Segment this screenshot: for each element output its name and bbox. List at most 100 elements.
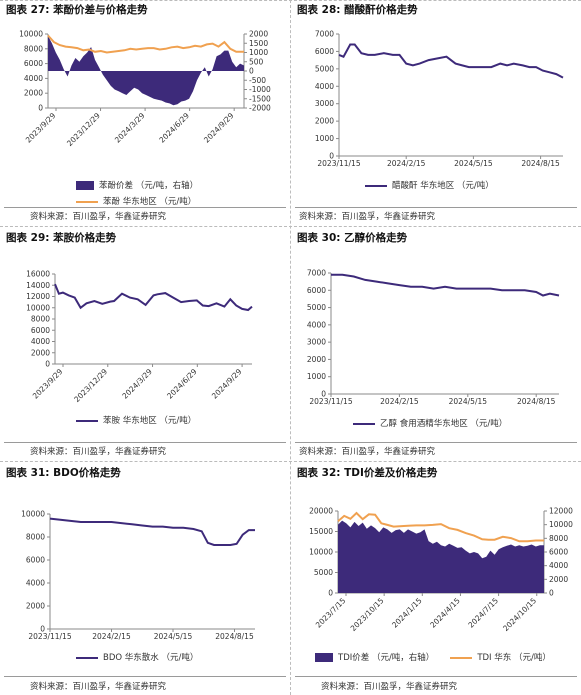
y-tick-label: 0	[328, 589, 333, 598]
source-note: 资料来源：百川盈孚，华鑫证券研究	[30, 682, 167, 692]
x-tick-label: 2023/11/15	[317, 159, 360, 168]
y-tick-label: 0	[45, 360, 50, 369]
y-tick-label: 1000	[315, 134, 334, 143]
y-tick-label: 8000	[31, 315, 50, 324]
y2-tick-label: -1500	[249, 94, 271, 103]
y2-tick-label: 12000	[549, 507, 573, 516]
legend-label: TDI价差 （元/吨，右轴）	[338, 653, 435, 663]
y2-tick-label: -500	[249, 76, 266, 85]
chart-title: 图表 29: 苯胺价格走势	[6, 232, 117, 244]
chart-panel-acetic-anhydride: 图表 28: 醋酸酐价格走势 0 1000 2000 3000 4000 5000 6000…	[291, 0, 581, 226]
x-tick-label: 2024/5/15	[449, 397, 488, 406]
chart-panel-tdi: 图表 32: TDI价差及价格走势 0 5000 10000 15000 20000 0 2…	[291, 463, 581, 695]
y-tick-label: 8000	[26, 533, 45, 542]
grid-separator-row1	[0, 226, 581, 227]
y-tick-label: 4000	[26, 579, 45, 588]
legend-label: TDI 华东 （元/吨）	[477, 653, 551, 663]
y2-tick-label: 6000	[549, 548, 568, 557]
x-tick-label: 2024/6/29	[165, 367, 199, 401]
legend-swatch-line	[353, 422, 375, 425]
x-tick-label: 2023/10/15	[349, 596, 386, 633]
y2-tick-label: 1000	[249, 48, 268, 57]
chart-title: 图表 32: TDI价差及价格走势	[297, 467, 438, 479]
y-tick-label: 7000	[307, 269, 326, 278]
x-tick-label: 2024/3/29	[113, 111, 147, 145]
y-tick-label: 16000	[26, 270, 50, 279]
source-note: 资料来源：百川盈孚，华鑫证券研究	[30, 447, 167, 457]
source-divider	[4, 676, 286, 677]
source-divider	[295, 207, 577, 208]
y2-tick-label: 1500	[249, 39, 268, 48]
y2-tick-label: 10000	[549, 520, 573, 529]
y2-tick-label: 8000	[549, 534, 568, 543]
y2-tick-label: 0	[249, 67, 254, 76]
chart-legend: 苯胺 华东地区 （元/吨）	[76, 414, 196, 426]
y-tick-label: 1000	[307, 372, 326, 381]
y2-tick-label: -2000	[249, 104, 271, 113]
source-divider	[295, 442, 577, 443]
y-tick-label: 2000	[315, 117, 334, 126]
series-area	[48, 35, 244, 106]
source-divider	[4, 207, 286, 208]
y-tick-label: 10000	[19, 30, 43, 39]
y-tick-label: 8000	[24, 44, 43, 53]
y-tick-label: 5000	[315, 64, 334, 73]
source-note: 资料来源：百川盈孚，华鑫证券研究	[299, 447, 436, 457]
y-tick-label: 6000	[315, 47, 334, 56]
legend-swatch-area	[315, 653, 333, 662]
legend-swatch-line	[76, 419, 98, 422]
legend-label: BDO 华东散水 （元/吨）	[103, 653, 199, 663]
y-tick-label: 2000	[26, 602, 45, 611]
y-tick-label: 6000	[307, 286, 326, 295]
y-tick-label: 7000	[315, 30, 334, 39]
chart-title: 图表 30: 乙醇价格走势	[297, 232, 408, 244]
y-tick-label: 10000	[309, 548, 333, 557]
x-tick-label: 2024/9/29	[210, 367, 244, 401]
x-tick-label: 2024/5/15	[454, 159, 493, 168]
chart-title: 图表 31: BDO价格走势	[6, 467, 121, 479]
chart-plot-bdo: 0 2000 4000 6000 8000 10000 2023/11/15 2024/2/1…	[21, 510, 255, 641]
x-tick-label: 2024/8/15	[215, 632, 254, 641]
source-divider	[4, 442, 286, 443]
x-tick-label: 2024/3/29	[120, 367, 154, 401]
chart-title: 图表 28: 醋酸酐价格走势	[297, 4, 418, 16]
y2-tick-label: 2000	[549, 575, 568, 584]
y-tick-label: 3000	[315, 99, 334, 108]
legend-swatch-line	[450, 656, 473, 659]
chart-legend: 乙醇 食用酒精华东地区 （元/吨）	[353, 417, 507, 429]
chart-legend: 醋酸酐 华东地区 （元/吨）	[365, 179, 494, 191]
y-tick-label: 4000	[315, 82, 334, 91]
x-tick-label: 2023/7/15	[314, 596, 348, 630]
chart-plot-tdi: 0 5000 10000 15000 20000 0 2000 4000 6000 8000 100…	[309, 507, 573, 633]
source-note: 资料来源：百川盈孚，华鑫证券研究	[321, 682, 458, 692]
x-tick-label: 2024/8/15	[521, 159, 560, 168]
y-tick-label: 4000	[24, 74, 43, 83]
x-tick-label: 2024/8/15	[517, 397, 556, 406]
x-tick-label: 2024/9/29	[202, 111, 236, 145]
chart-legend: BDO 华东散水 （元/吨）	[76, 651, 198, 663]
x-tick-label: 2023/11/15	[309, 397, 352, 406]
y-tick-label: 6000	[26, 556, 45, 565]
y2-tick-label: 500	[249, 57, 264, 66]
series-line	[337, 511, 544, 543]
chart-plot-acetic-anhydride: 0 1000 2000 3000 4000 5000 6000 7000 2023/11/15 2…	[315, 30, 564, 168]
series-line	[338, 43, 564, 79]
x-tick-label: 2023/9/29	[31, 367, 65, 401]
legend-label: 乙醇 食用酒精华东地区 （元/吨）	[380, 419, 508, 429]
chart-panel-bdo: 图表 31: BDO价格走势 0 2000 4000 6000 8000 10000 202…	[0, 463, 290, 695]
legend-swatch-line	[76, 200, 98, 203]
y-tick-label: 2000	[31, 348, 50, 357]
y-tick-label: 2000	[24, 89, 43, 98]
chart-panel-aniline: 图表 29: 苯胺价格走势 0 2000 4000 6000 8000 10000 1200…	[0, 228, 290, 460]
x-tick-label: 2023/12/29	[65, 111, 102, 148]
x-tick-label: 2024/6/29	[157, 111, 191, 145]
y-tick-label: 10000	[26, 303, 50, 312]
series-line	[54, 283, 253, 312]
source-note: 资料来源：百川盈孚，华鑫证券研究	[299, 212, 436, 222]
chart-panel-phenol: 图表 27: 苯酚价差与价格走势 0 2000 4000 6000 8000 10000-…	[0, 0, 290, 226]
source-divider	[295, 676, 577, 677]
chart-plot-aniline: 0 2000 4000 6000 8000 10000 12000 14000 16000 202…	[26, 270, 253, 404]
y-tick-label: 15000	[309, 527, 333, 536]
legend-swatch-area	[76, 181, 94, 190]
y-tick-label: 0	[329, 152, 334, 161]
